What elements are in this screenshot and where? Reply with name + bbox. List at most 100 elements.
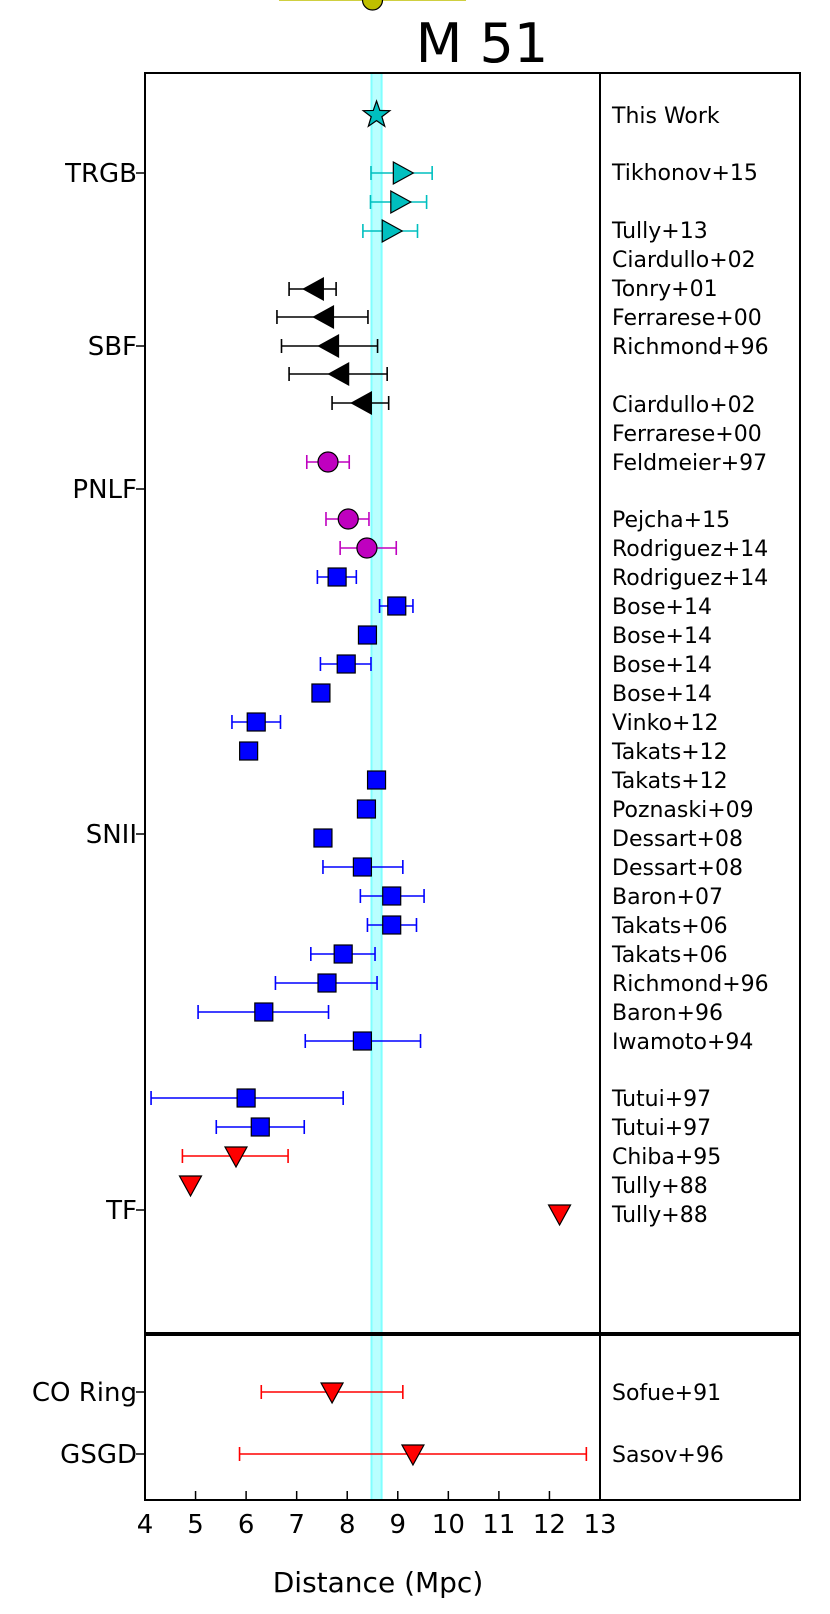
reference-label: Iwamoto+94: [612, 1030, 753, 1055]
marker-square: [250, 1117, 270, 1137]
marker-tri-down: [320, 1382, 345, 1405]
reference-label: Ferrarese+00: [612, 422, 762, 447]
reference-label: This Work: [611, 104, 720, 129]
reference-label: Takats+12: [611, 740, 728, 765]
marker-tri-down: [223, 1146, 249, 1169]
method-label-pnlf: PNLF: [72, 475, 137, 505]
outer-frame: [144, 72, 801, 1501]
reference-label: Takats+06: [611, 914, 728, 939]
marker-circle: [337, 508, 359, 530]
marker-tri-down: [547, 1204, 572, 1227]
reference-label: Baron+96: [612, 1001, 723, 1026]
plot-frame: [144, 72, 801, 1501]
marker-square: [311, 683, 331, 703]
x-axis-label: Distance (Mpc): [273, 1566, 484, 1599]
method-label-gsgd: GSGD: [60, 1440, 137, 1470]
reference-label: Ciardullo+02: [612, 248, 756, 273]
marker-tri-right: [390, 189, 413, 215]
reference-label: Takats+12: [611, 769, 728, 794]
reference-label: Feldmeier+97: [612, 451, 767, 476]
marker-circle: [356, 537, 378, 559]
marker-tri-left: [302, 276, 324, 302]
x-tick-label: 4: [137, 1510, 154, 1540]
method-labels: TRGB SBF PNLF SNII TF CO Ring GSGD: [32, 159, 145, 1470]
marker-square: [356, 799, 377, 819]
reference-label: Ciardullo+02: [612, 393, 756, 418]
method-label-tf: TF: [105, 1196, 137, 1226]
chart-title: M 51: [416, 12, 548, 75]
reference-label: Tutui+97: [611, 1116, 711, 1141]
marker-square: [254, 1002, 274, 1022]
marker-square: [313, 828, 333, 848]
x-tick-label: 6: [238, 1510, 255, 1540]
marker-square: [236, 1088, 256, 1108]
marker-tri-left: [317, 333, 340, 359]
marker-square: [327, 567, 347, 587]
data-markers: [178, 0, 572, 1467]
marker-star: [361, 99, 392, 128]
reference-label: Tully+13: [611, 219, 708, 244]
marker-square: [317, 973, 337, 993]
marker-tri-left: [327, 361, 350, 387]
reference-label: Rodriguez+14: [612, 537, 768, 562]
marker-tri-down: [178, 1175, 203, 1198]
reference-label: Pejcha+15: [612, 508, 730, 533]
reference-label: Richmond+96: [612, 972, 769, 997]
reference-label: Bose+14: [612, 653, 712, 678]
marker-square: [357, 625, 378, 645]
marker-square: [382, 915, 402, 935]
method-label-trgb: TRGB: [64, 159, 137, 189]
x-tick-label: 5: [187, 1510, 204, 1540]
reference-label: Rodriguez+14: [612, 566, 768, 591]
x-tick-label: 10: [432, 1510, 465, 1540]
marker-circle: [361, 0, 384, 11]
reference-label: Chiba+95: [612, 1145, 721, 1170]
reference-label: Takats+06: [611, 943, 728, 968]
reference-label: Dessart+08: [612, 856, 743, 881]
reference-label: Sofue+91: [612, 1381, 721, 1406]
marker-square: [239, 741, 259, 761]
x-tick-label: 13: [583, 1510, 616, 1540]
marker-square: [352, 1031, 372, 1051]
x-axis-ticks: 4 5 6 7 8 9 10 11 12 13: [137, 1491, 617, 1540]
reference-label: Tully+88: [611, 1174, 708, 1199]
error-bars: [150, 0, 588, 1461]
marker-square: [333, 944, 353, 964]
reference-label: Tutui+97: [611, 1087, 711, 1112]
method-label-snii: SNII: [86, 820, 137, 850]
marker-square: [366, 770, 387, 790]
reference-label: Poznaski+09: [612, 798, 754, 823]
marker-square: [382, 886, 402, 906]
reference-label: Dessart+08: [612, 827, 743, 852]
reference-label: Baron+07: [612, 885, 723, 910]
marker-square: [336, 654, 356, 674]
x-tick-label: 11: [482, 1510, 515, 1540]
reference-labels: This Work Tikhonov+15 Tully+13 Ciardullo+02…: [611, 104, 769, 1468]
marker-square: [387, 596, 407, 616]
x-tick-label: 9: [390, 1510, 407, 1540]
reference-label: Bose+14: [612, 682, 712, 707]
method-label-co-ring: CO Ring: [32, 1378, 137, 1408]
x-tick-label: 12: [533, 1510, 566, 1540]
marker-square: [246, 712, 266, 732]
reference-label: Vinko+12: [612, 711, 718, 736]
reference-label: Sasov+96: [612, 1443, 724, 1468]
reference-label: Bose+14: [612, 624, 712, 649]
reference-label: Tully+88: [611, 1203, 708, 1228]
marker-tri-right: [392, 160, 415, 186]
x-tick-label: 7: [288, 1510, 305, 1540]
marker-square: [352, 857, 372, 877]
reference-label: Richmond+96: [612, 335, 769, 360]
reference-label: Tonry+01: [611, 277, 718, 302]
reference-label: Ferrarese+00: [612, 306, 762, 331]
x-tick-label: 8: [339, 1510, 356, 1540]
marker-tri-left: [350, 390, 372, 416]
reference-label: Bose+14: [612, 595, 712, 620]
reference-label: Tikhonov+15: [611, 161, 758, 186]
marker-tri-left: [312, 304, 335, 330]
marker-tri-down: [400, 1444, 425, 1467]
marker-circle: [317, 451, 339, 473]
marker-tri-right: [381, 218, 404, 244]
method-label-sbf: SBF: [88, 332, 137, 362]
